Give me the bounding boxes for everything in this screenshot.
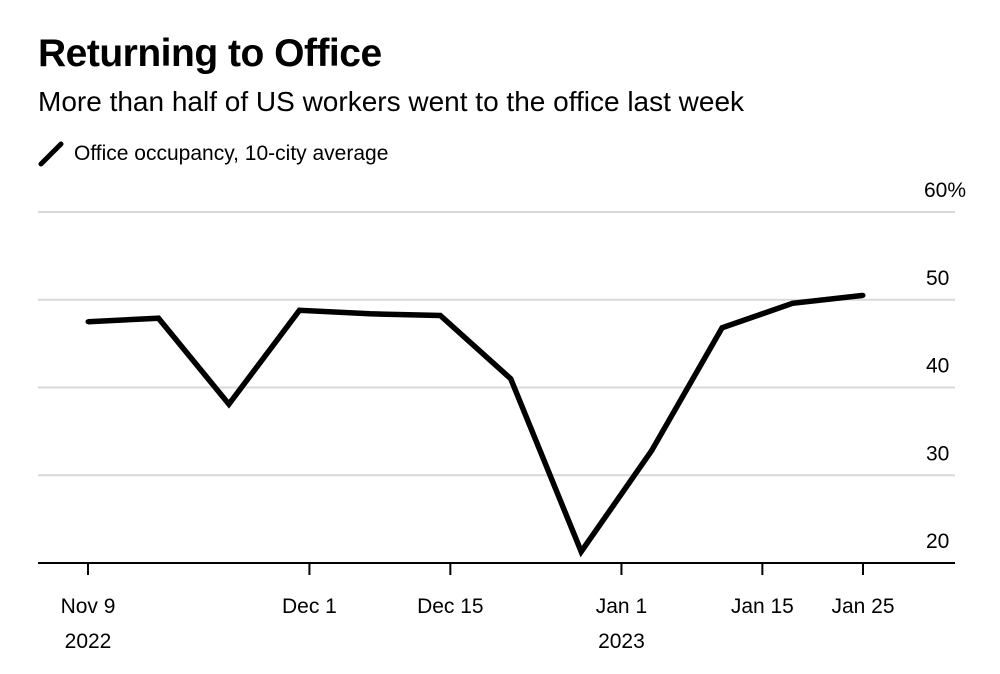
series-line-office-occupancy — [87, 292, 864, 558]
y-tick-label: 50 — [926, 267, 949, 290]
data-point — [437, 313, 443, 319]
data-point — [367, 311, 373, 317]
x-tick-year-label: 2022 — [65, 630, 112, 653]
x-tick-label: Jan 1 — [596, 595, 647, 618]
chart-subtitle: More than half of US workers went to the… — [38, 86, 745, 117]
x-tick-label: Jan 25 — [831, 595, 894, 618]
data-point — [226, 401, 232, 407]
y-tick-label: 20 — [926, 530, 949, 553]
y-tick-labels: 20 30 40 50 60% — [924, 179, 966, 553]
gridlines — [38, 211, 955, 477]
x-tick-label: Dec 1 — [282, 595, 337, 618]
y-tick-label: 40 — [926, 355, 949, 378]
legend: Office occupancy, 10-city average — [38, 140, 388, 168]
data-point — [790, 300, 796, 306]
x-tick-label: Nov 9 — [61, 595, 116, 618]
legend-line-swatch-icon — [38, 141, 64, 167]
data-point — [649, 448, 655, 454]
y-tick-label: 30 — [926, 442, 949, 465]
data-point — [85, 319, 91, 325]
x-tick-label: Jan 15 — [731, 595, 794, 618]
x-tick-year-label: 2023 — [598, 630, 645, 653]
data-point — [508, 376, 514, 382]
data-point — [155, 315, 161, 321]
x-ticks: Nov 9 2022 Dec 1 Dec 15 Jan 1 2023 Jan 15 Jan 2… — [61, 563, 895, 653]
data-points — [85, 292, 866, 555]
x-tick-label: Dec 15 — [417, 595, 484, 618]
legend-label: Office occupancy, 10-city average — [74, 142, 389, 165]
y-tick-label: 60% — [924, 179, 966, 202]
data-point — [296, 307, 302, 313]
data-point — [578, 549, 584, 555]
data-point — [860, 292, 866, 298]
chart-title: Returning to Office — [38, 32, 382, 75]
data-point — [719, 325, 725, 331]
